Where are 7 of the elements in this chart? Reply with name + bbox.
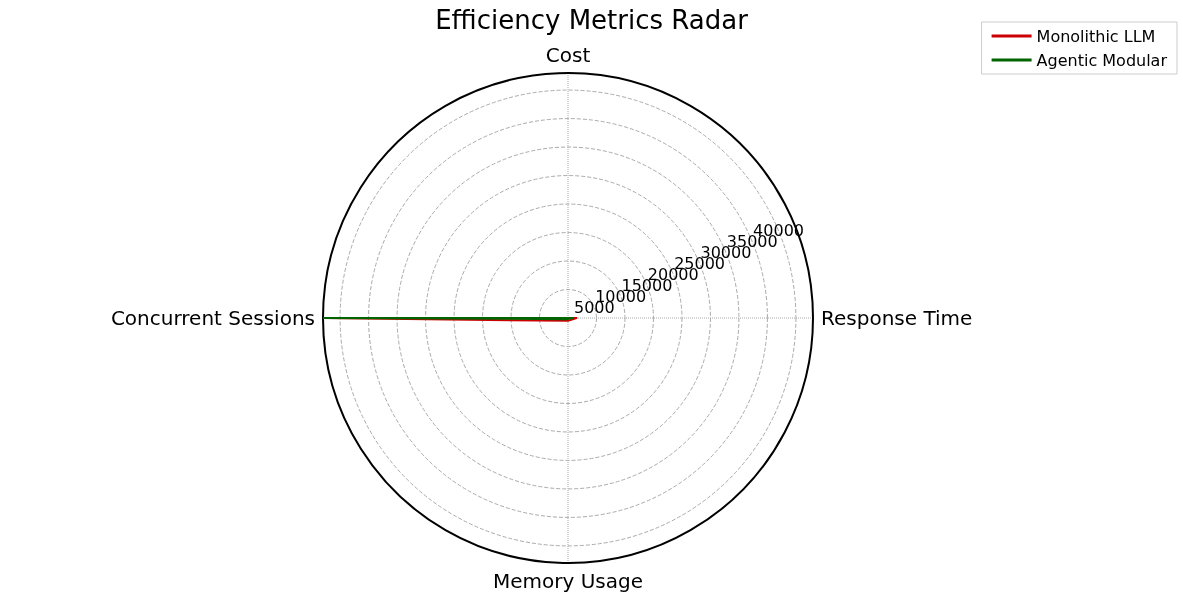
spoke-label: Response Time — [821, 306, 973, 330]
spoke-label: Cost — [545, 43, 591, 67]
legend-label: Monolithic LLM — [1036, 26, 1156, 46]
spoke-label: Memory Usage — [492, 569, 644, 593]
spoke-label: Concurrent Sessions — [110, 306, 315, 330]
legend-label: Agentic Modular — [1036, 50, 1168, 70]
chart-title: Efficiency Metrics Radar — [435, 5, 749, 35]
